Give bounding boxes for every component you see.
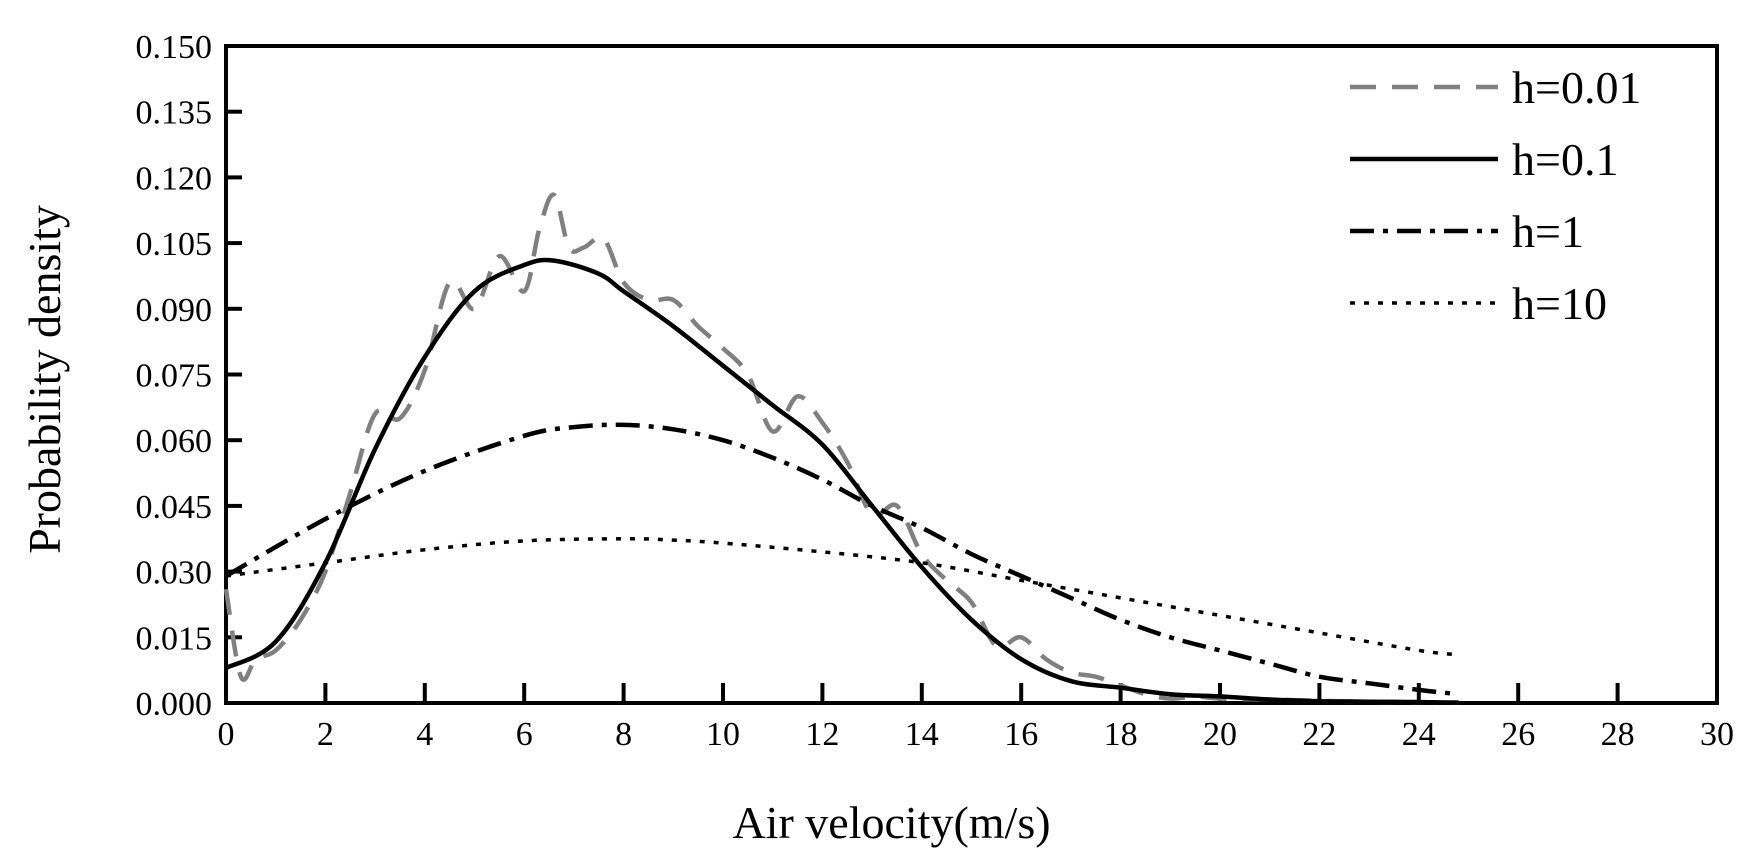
x-axis-title: Air velocity(m/s) (732, 797, 1050, 848)
y-tick-label: 0.090 (136, 292, 213, 329)
y-tick-label: 0.135 (136, 95, 213, 132)
x-tick-label: 20 (1203, 716, 1237, 753)
x-tick-label: 24 (1402, 716, 1436, 753)
x-tick-label: 28 (1601, 716, 1635, 753)
x-tick-label: 4 (416, 716, 433, 753)
series-line-h-0-01 (223, 192, 1459, 705)
legend-label: h=10 (1512, 278, 1607, 329)
x-tick-label: 18 (1104, 716, 1138, 753)
y-tick-label: 0.045 (136, 489, 213, 526)
axes: 0 2 4 6 8 10 12 14 16 18 20 22 24 26 28 300.0000.0150.0… (19, 29, 1734, 848)
y-tick-label: 0.060 (136, 423, 213, 460)
y-tick-label: 0.120 (136, 160, 213, 197)
y-tick-label: 0.105 (136, 226, 213, 263)
y-tick-label: 0.015 (136, 620, 213, 657)
y-tick-label: 0.000 (136, 686, 213, 723)
legend-label: h=0.1 (1512, 134, 1618, 185)
x-tick-label: 0 (218, 716, 235, 753)
series-line-h-0-1 (224, 257, 1459, 705)
x-tick-label: 30 (1700, 716, 1734, 753)
y-tick-label: 0.075 (136, 358, 213, 395)
legend-label: h=1 (1512, 206, 1584, 257)
y-tick-label: 0.150 (136, 29, 213, 66)
legend-label: h=0.01 (1512, 62, 1641, 113)
x-tick-label: 10 (706, 716, 740, 753)
series-group (223, 192, 1459, 705)
y-tick-label: 0.030 (136, 555, 213, 592)
x-tick-label: 26 (1501, 716, 1535, 753)
x-tick-label: 2 (317, 716, 334, 753)
x-tick-label: 12 (805, 716, 839, 753)
x-tick-label: 8 (615, 716, 632, 753)
x-tick-label: 14 (905, 716, 939, 753)
series-line-h-10 (225, 537, 1459, 657)
x-tick-label: 6 (516, 716, 533, 753)
series-line-h-1 (224, 422, 1459, 697)
y-axis-title: Probability density (19, 205, 70, 554)
x-tick-label: 22 (1302, 716, 1336, 753)
x-tick-label: 16 (1004, 716, 1038, 753)
legend: h=0.01 h=0.1 h=1 h=10 (1350, 62, 1641, 329)
